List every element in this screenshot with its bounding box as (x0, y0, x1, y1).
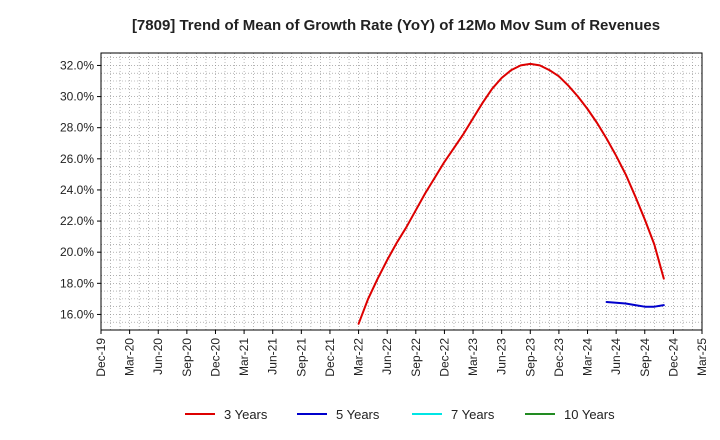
x-tick-label: Dec-23 (552, 338, 566, 377)
x-tick-label: Sep-20 (180, 338, 194, 377)
x-tick-label: Mar-24 (581, 338, 595, 376)
x-tick-label: Sep-24 (638, 338, 652, 377)
x-tick-label: Sep-23 (523, 338, 537, 377)
y-tick-label: 28.0% (60, 121, 94, 135)
x-tick-label: Jun-21 (266, 338, 280, 375)
x-tick-label: Dec-21 (323, 338, 337, 377)
y-tick-label: 30.0% (60, 90, 94, 104)
x-tick-label: Mar-22 (352, 338, 366, 376)
series-line-3-years (357, 62, 665, 325)
chart-title: [7809] Trend of Mean of Growth Rate (YoY… (132, 17, 660, 34)
series-line-5-years (605, 301, 665, 308)
x-tick-label: Mar-20 (123, 338, 137, 376)
legend-label-3-years: 3 Years (224, 407, 268, 422)
plot-area-frame (100, 52, 703, 331)
y-tick-label: 24.0% (60, 183, 94, 197)
x-tick-label: Dec-20 (208, 338, 222, 377)
x-tick-label: Mar-25 (695, 338, 709, 376)
y-tick-label: 16.0% (60, 307, 94, 321)
horizontal-gridlines (101, 57, 702, 323)
legend-label-7-years: 7 Years (451, 407, 495, 422)
x-axis-ticks: Dec-19 Mar-20 Jun-20 Sep-20 Dec-20 Mar-21 Jun-… (94, 330, 709, 377)
y-tick-label: 20.0% (60, 245, 94, 259)
legend: 3 Years 5 Years 7 Years 10 Years (185, 407, 615, 422)
y-tick-label: 26.0% (60, 152, 94, 166)
y-tick-label: 18.0% (60, 276, 94, 290)
x-tick-label: Sep-22 (409, 338, 423, 377)
vertical-gridlines (110, 53, 693, 330)
x-tick-label: Mar-23 (466, 338, 480, 376)
x-tick-label: Jun-24 (609, 338, 623, 375)
x-tick-label: Mar-21 (237, 338, 251, 376)
x-tick-label: Jun-22 (380, 338, 394, 375)
series-lines (357, 62, 665, 325)
y-tick-label: 32.0% (60, 58, 94, 72)
x-tick-label: Jun-20 (151, 338, 165, 375)
x-tick-label: Dec-19 (94, 338, 108, 377)
y-axis-ticks: 16.0% 18.0% 20.0% 22.0% 24.0% 26.0% 28.0% 30.0%… (60, 58, 101, 321)
y-tick-label: 22.0% (60, 214, 94, 228)
legend-label-5-years: 5 Years (336, 407, 380, 422)
x-tick-label: Dec-22 (437, 338, 451, 377)
x-tick-label: Sep-21 (294, 338, 308, 377)
legend-label-10-years: 10 Years (564, 407, 615, 422)
x-tick-label: Dec-24 (666, 338, 680, 377)
x-tick-label: Jun-23 (495, 338, 509, 375)
